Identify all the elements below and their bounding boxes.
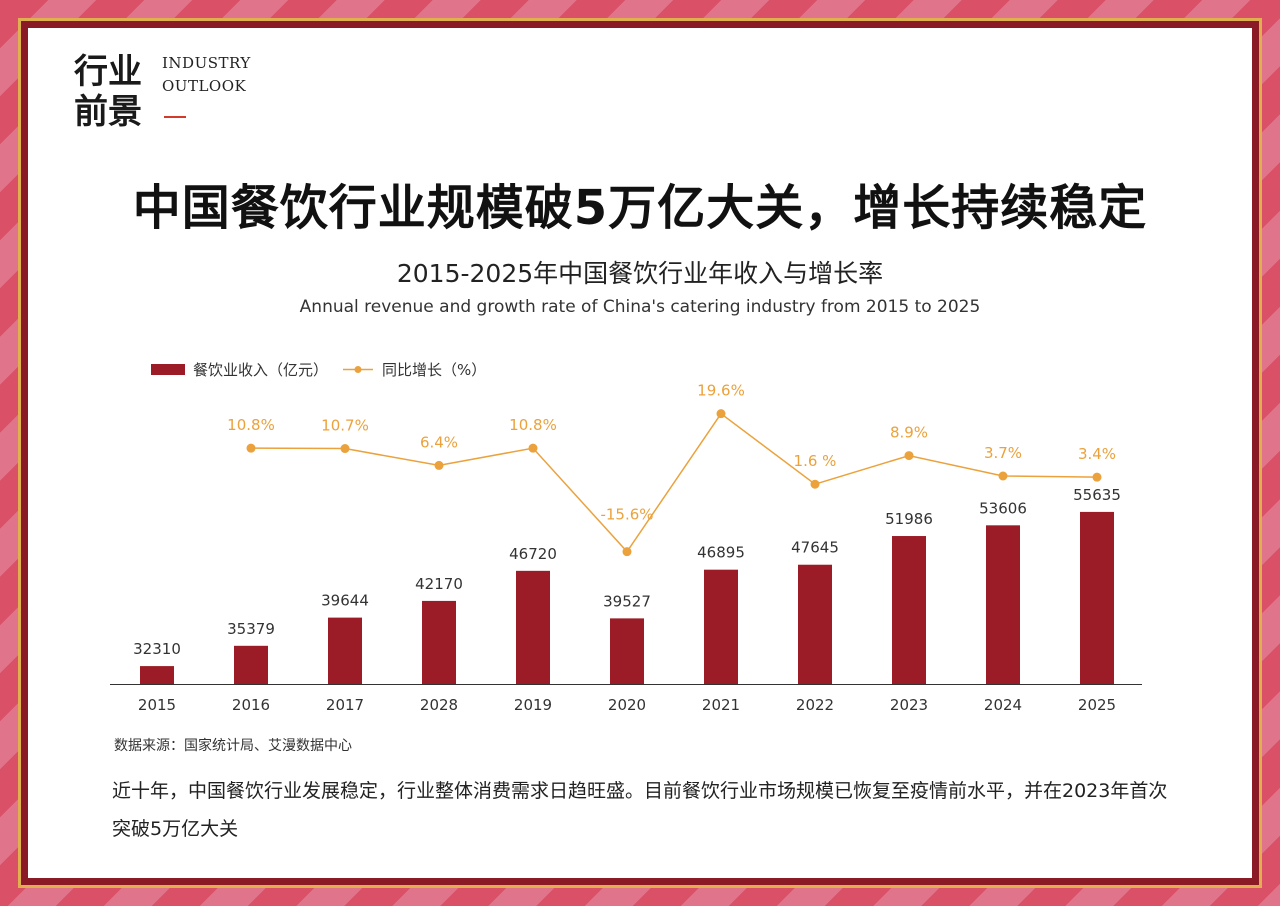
x-tick-label: 2017 — [326, 696, 364, 714]
growth-point — [998, 471, 1008, 481]
revenue-bar — [892, 536, 926, 684]
section-tag-cn-line2: 前景 — [74, 92, 142, 132]
revenue-bar — [610, 618, 644, 684]
section-tag-cn: 行业 前景 — [74, 52, 142, 132]
growth-point — [434, 460, 444, 470]
content-card — [28, 28, 1252, 878]
section-tag-cn-line1: 行业 — [74, 52, 142, 92]
revenue-bar-label: 39644 — [321, 592, 369, 610]
legend-bar-label: 餐饮业收入（亿元） — [193, 361, 328, 379]
section-tag-en: INDUSTRY OUTLOOK — [162, 52, 251, 98]
x-tick-label: 2019 — [514, 696, 552, 714]
legend-bar-swatch — [151, 364, 185, 375]
revenue-bar-label: 47645 — [791, 539, 839, 557]
growth-point-label: 3.4% — [1078, 445, 1116, 463]
growth-point — [246, 443, 256, 453]
revenue-bar-label: 46720 — [509, 545, 557, 563]
x-tick-label: 2021 — [702, 696, 740, 714]
revenue-bar — [422, 600, 456, 684]
section-tag-dash — [164, 116, 186, 118]
growth-point — [810, 479, 820, 489]
legend-line-marker — [354, 366, 362, 373]
growth-point — [1092, 472, 1102, 482]
growth-point — [904, 451, 914, 461]
revenue-bar-label: 32310 — [133, 640, 181, 658]
x-tick-label: 2020 — [608, 696, 646, 714]
revenue-bar — [328, 617, 362, 684]
growth-point — [622, 547, 632, 557]
chart-subtitle: Annual revenue and growth rate of China'… — [299, 297, 981, 317]
revenue-bar — [140, 666, 174, 684]
x-tick-label: 2025 — [1078, 696, 1116, 714]
revenue-bar-label: 53606 — [979, 499, 1027, 517]
growth-point-label: -15.6% — [600, 506, 653, 524]
revenue-bar — [516, 570, 550, 684]
x-tick-label: 2016 — [232, 696, 270, 714]
page-headline: 中国餐饮行业规模破5万亿大关，增长持续稳定 — [132, 180, 1148, 236]
growth-point — [340, 444, 350, 454]
x-tick-label: 2028 — [420, 696, 458, 714]
growth-point-label: 19.6% — [697, 382, 745, 400]
growth-line — [250, 412, 1098, 553]
growth-point-label: 8.9% — [890, 424, 928, 442]
growth-point-label: 3.7% — [984, 444, 1022, 462]
legend-line-label: 同比增长（%） — [382, 361, 486, 379]
growth-point-label: 10.8% — [509, 416, 557, 434]
data-source: 数据来源：国家统计局、艾漫数据中心 — [114, 738, 352, 754]
revenue-bar — [798, 564, 832, 684]
body-paragraph: 近十年，中国餐饮行业发展稳定，行业整体消费需求日趋旺盛。目前餐饮行业市场规模已恢… — [112, 780, 1168, 840]
growth-point — [716, 409, 726, 419]
section-tag-en-line2: OUTLOOK — [162, 77, 247, 95]
revenue-bar — [234, 645, 268, 684]
growth-point-label: 6.4% — [420, 433, 458, 451]
section-tag-en-line1: INDUSTRY — [162, 54, 251, 72]
x-tick-label: 2024 — [984, 696, 1022, 714]
growth-point-label: 1.6 % — [794, 452, 837, 470]
revenue-bar-label: 39527 — [603, 592, 651, 610]
chart-title: 2015-2025年中国餐饮行业年收入与增长率 — [396, 259, 884, 288]
revenue-bar-label: 55635 — [1073, 486, 1121, 504]
x-tick-label: 2022 — [796, 696, 834, 714]
revenue-bar — [986, 525, 1020, 684]
revenue-bar-label: 46895 — [697, 544, 745, 562]
x-tick-label: 2023 — [890, 696, 928, 714]
x-tick-label: 2015 — [138, 696, 176, 714]
growth-point-label: 10.8% — [227, 416, 275, 434]
growth-point-label: 10.7% — [321, 417, 369, 435]
revenue-bar — [1080, 511, 1114, 684]
revenue-bar-label: 42170 — [415, 575, 463, 593]
revenue-bar-label: 51986 — [885, 510, 933, 528]
revenue-bar — [704, 569, 738, 684]
growth-point — [528, 443, 538, 453]
revenue-bar-label: 35379 — [227, 620, 275, 638]
